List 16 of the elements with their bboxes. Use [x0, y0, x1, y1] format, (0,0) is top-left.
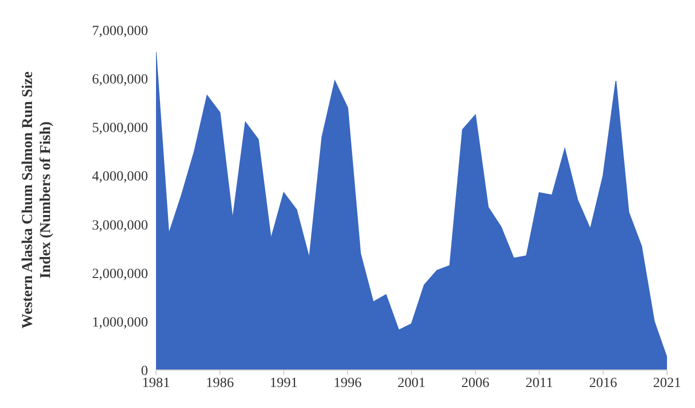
y-tick-label: 5,000,000: [92, 121, 148, 136]
y-tick-label: 3,000,000: [92, 218, 148, 234]
x-tick-label: 2006: [461, 376, 490, 391]
x-tick-label: 1986: [206, 376, 234, 391]
x-tick-label: 1991: [270, 376, 298, 391]
y-tick-label: 2,000,000: [92, 266, 148, 282]
x-tick-label: 2001: [398, 376, 426, 391]
x-tick-label: 2011: [526, 376, 553, 391]
y-tick-label: 1,000,000: [92, 315, 148, 330]
y-tick-label: 7,000,000: [92, 24, 148, 39]
x-tick-label: 1996: [334, 376, 362, 391]
y-tick-label: 4,000,000: [92, 170, 148, 185]
y-axis-title: Western Alaska Chum Salmon Run Size Index (Numbers of Fish): [20, 71, 54, 329]
y-tick-label: 6,000,000: [92, 72, 148, 88]
x-tick-label: 2021: [653, 376, 681, 391]
x-tick-label: 2016: [589, 376, 618, 391]
